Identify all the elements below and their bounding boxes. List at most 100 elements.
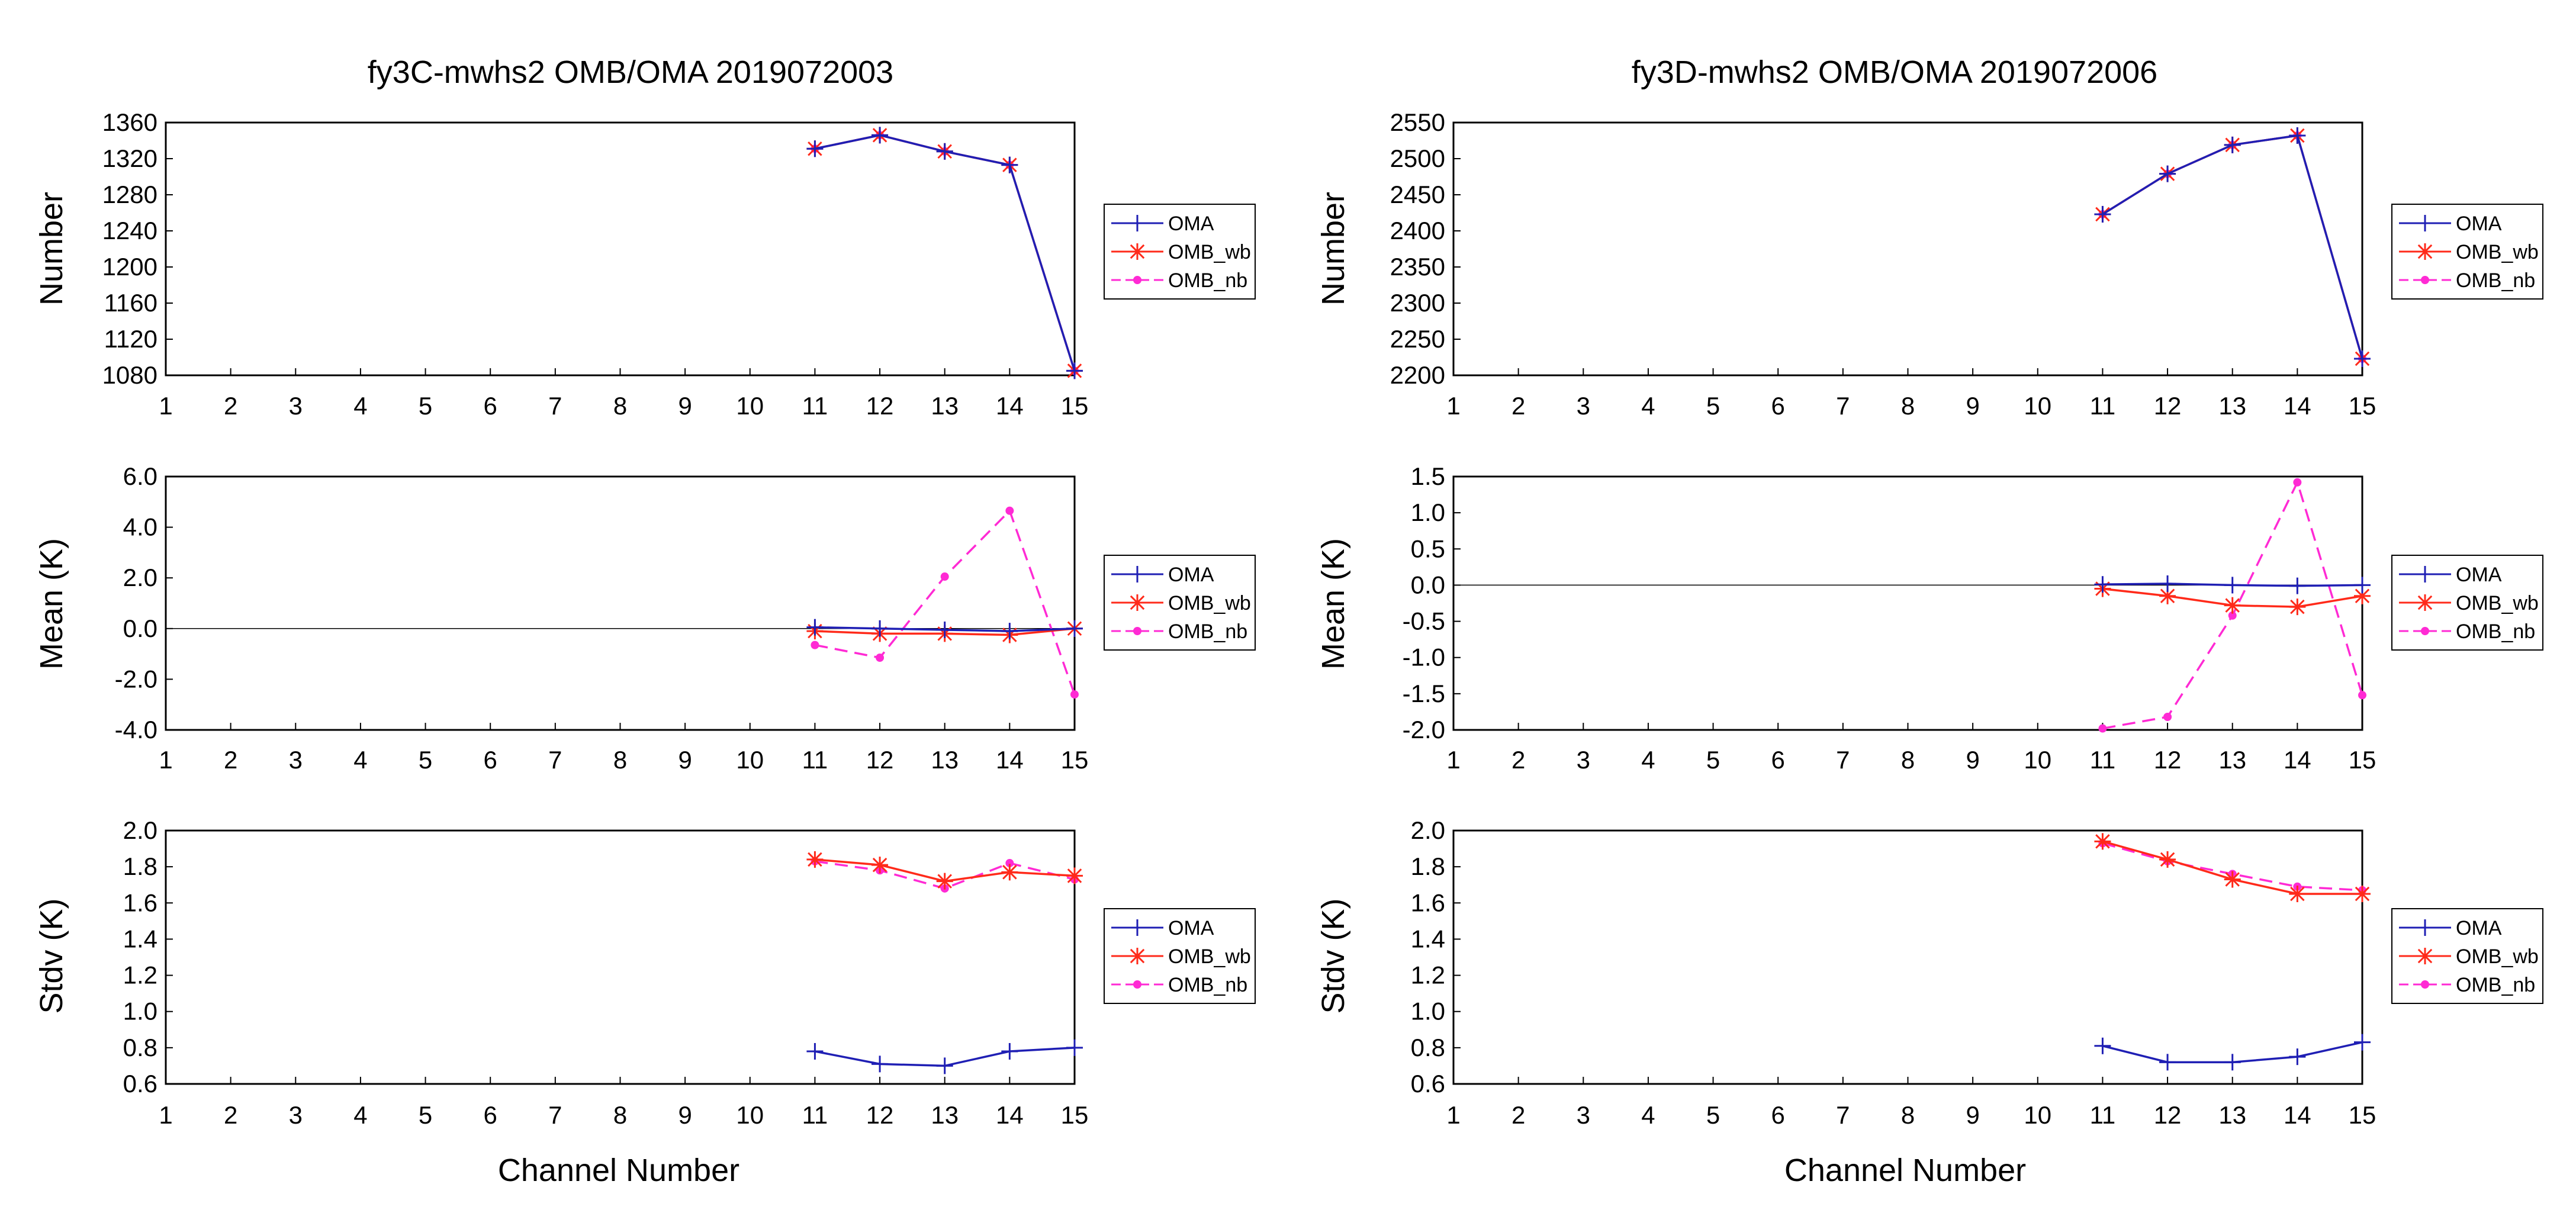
chart1-panel2-point-OMB_wb [2095, 834, 2110, 849]
chart0-panel0-xtick-label: 2 [224, 392, 237, 420]
chart1-panel1-legend-marker-OMB_nb [2421, 627, 2429, 635]
y-axis-label-fy3d-number: Number [1316, 192, 1351, 305]
y-axis-label-fy3d-mean: Mean (K) [1316, 538, 1351, 670]
chart1-panel2-xtick-label: 12 [2154, 1101, 2182, 1129]
chart0-panel1-xtick-label: 1 [159, 746, 172, 774]
chart0-panel0-xtick-label: 10 [736, 392, 764, 420]
chart1-panel0-xtick-label: 11 [2090, 392, 2116, 420]
chart0-panel2-legend-marker-OMB_wb [1130, 948, 1145, 964]
chart1-panel1-xtick-label: 8 [1901, 746, 1915, 774]
chart0-panel1-legend: OMA OMB_wb OMB_nb [1104, 555, 1256, 651]
chart0-panel1-point-OMB_nb [876, 654, 885, 662]
chart1-panel2-xtick-label: 15 [2349, 1101, 2376, 1129]
chart1-panel0-ytick-label: 2200 [1390, 361, 1445, 389]
chart1-panel1-legend-label-OMB_wb: OMB_wb [2456, 592, 2539, 614]
chart1-panel2-point-OMB_wb [2160, 852, 2175, 867]
chart1-panel2-xtick-label: 4 [1641, 1101, 1655, 1129]
y-axis-label-fy3d-stdv: Stdv (K) [1316, 898, 1351, 1013]
chart1-panel0-ytick-label: 2300 [1390, 289, 1445, 317]
chart0-panel2-legend-label-OMB_nb: OMB_nb [1168, 974, 1247, 996]
chart1-panel0-xtick-label: 15 [2349, 392, 2376, 420]
chart1-panel1-point-OMB_wb [2160, 588, 2175, 604]
chart0-panel0-ytick-label: 1120 [104, 325, 157, 353]
chart1-panel2-xtick-label: 11 [2090, 1101, 2116, 1129]
chart1-panel0-series-OMA [2094, 127, 2371, 367]
chart1-panel1-xtick-label: 13 [2218, 746, 2246, 774]
chart0-panel0-ytick-label: 1360 [102, 108, 157, 136]
chart1-panel1-xtick-label: 5 [1706, 746, 1720, 774]
chart0-panel2-legend-marker-OMB_nb [1133, 980, 1141, 989]
chart0-panel2-ytick-label: 1.6 [123, 889, 157, 916]
chart1-panel1-ytick-label: -1.5 [1403, 680, 1445, 707]
chart1-panel2-legend: OMA OMB_wb OMB_nb [2391, 908, 2543, 1004]
chart1-panel2-xtick-label: 6 [1771, 1101, 1785, 1129]
chart0-panel1-legend-label-OMA: OMA [1168, 564, 1214, 586]
chart1-panel2-legend-label-OMA: OMA [2456, 917, 2502, 939]
chart0-panel1-ytick-label: -4.0 [115, 716, 157, 744]
chart0-panel0-ytick-label: 1160 [104, 289, 157, 317]
chart1-panel2-legend-marker-OMB_nb [2421, 980, 2429, 989]
chart1-panel1-xtick-label: 1 [1446, 746, 1460, 774]
chart0-panel1-xtick-label: 8 [613, 746, 627, 774]
chart0-panel2-xtick-label: 4 [353, 1101, 367, 1129]
chart1-panel1-series-OMA [2094, 575, 2371, 594]
chart0-panel1-xtick-label: 9 [678, 746, 692, 774]
chart1-panel2-ytick-label: 2.0 [1411, 816, 1445, 844]
chart0-panel2-xtick-label: 2 [224, 1101, 237, 1129]
chart0-panel2-ytick-label: 1.4 [123, 925, 157, 952]
chart1-panel2-xtick-label: 5 [1706, 1101, 1720, 1129]
chart0-panel1-ytick-label: 2.0 [123, 564, 157, 591]
chart1-panel0-ytick-label: 2250 [1390, 325, 1445, 353]
chart1-panel1-legend-marker-OMB_wb [2417, 595, 2433, 610]
chart1-panel1-xtick-label: 2 [1511, 746, 1525, 774]
chart0-panel1-point-OMB_nb [1005, 506, 1014, 515]
chart1-panel2-ytick-label: 1.6 [1411, 889, 1445, 916]
chart0-panel2-xtick-label: 1 [159, 1101, 172, 1129]
chart0-panel0-ytick-label: 1280 [102, 181, 157, 208]
chart0-panel1-xtick-label: 11 [802, 746, 828, 774]
chart1-panel2-ytick-label: 0.6 [1411, 1070, 1445, 1098]
chart0-panel0-legend-label-OMA: OMA [1168, 213, 1214, 235]
chart0-panel2-point-OMB_wb [808, 852, 822, 867]
chart1-panel2-xtick-label: 8 [1901, 1101, 1915, 1129]
chart0-panel0-legend-marker-OMB_wb [1130, 244, 1145, 259]
chart0-panel0-xtick-label: 8 [613, 392, 627, 420]
chart0-panel1-xtick-label: 3 [289, 746, 303, 774]
chart1-panel1-legend-label-OMB_nb: OMB_nb [2456, 620, 2535, 643]
chart1-panel0-xtick-label: 7 [1836, 392, 1850, 420]
chart1-panel0-legend: OMA OMB_wb OMB_nb [2391, 204, 2543, 300]
chart0-panel1-legend-label-OMB_wb: OMB_wb [1168, 592, 1251, 614]
chart0-panel1-xtick-label: 7 [548, 746, 562, 774]
chart1-panel2-xtick-label: 9 [1966, 1101, 1979, 1129]
chart1-panel1-ytick-label: 1.0 [1411, 498, 1445, 526]
chart1-panel1-point-OMB_wb [2290, 599, 2305, 614]
chart0-panel2-xtick-label: 12 [866, 1101, 894, 1129]
chart1-panel1-xtick-label: 11 [2090, 746, 2116, 774]
chart1-panel2-xtick-label: 2 [1511, 1101, 1525, 1129]
chart1-panel2-point-OMB_wb [2290, 886, 2305, 902]
y-axis-label-fy3c-mean: Mean (K) [34, 538, 69, 670]
chart0-panel0-xtick-label: 14 [996, 392, 1024, 420]
chart0-panel2-point-OMB_wb [1002, 865, 1017, 880]
chart1-panel1-ytick-label: 1.5 [1411, 462, 1445, 490]
chart0-panel0-xtick-label: 13 [931, 392, 959, 420]
chart0-panel2-ytick-label: 1.0 [123, 997, 157, 1025]
chart1-panel1-xtick-label: 9 [1966, 746, 1979, 774]
y-axis-label-fy3c-number: Number [34, 192, 69, 305]
chart1-panel1-legend-label-OMA: OMA [2456, 564, 2502, 586]
chart1-panel1-xtick-label: 12 [2154, 746, 2182, 774]
chart1-panel0-xtick-label: 1 [1446, 392, 1460, 420]
x-axis-label-fy3c: Channel Number [498, 1153, 739, 1188]
chart0-panel0-ytick-label: 1200 [102, 253, 157, 281]
chart1-panel1-xtick-label: 4 [1641, 746, 1655, 774]
chart0-panel2-ytick-label: 1.2 [123, 961, 157, 989]
chart1-panel0-xtick-label: 2 [1511, 392, 1525, 420]
chart0-panel2-point-OMB_wb [1067, 868, 1082, 883]
chart0-panel0-xtick-label: 3 [289, 392, 303, 420]
chart0-panel2-xtick-label: 9 [678, 1101, 692, 1129]
chart1-panel1-ytick-label: 0.0 [1411, 571, 1445, 598]
chart0-panel1-xtick-label: 4 [353, 746, 367, 774]
chart0-panel2-xtick-label: 8 [613, 1101, 627, 1129]
chart1-panel2-ytick-label: 1.4 [1411, 925, 1445, 952]
chart0-panel0-legend-label-OMB_wb: OMB_wb [1168, 241, 1251, 263]
